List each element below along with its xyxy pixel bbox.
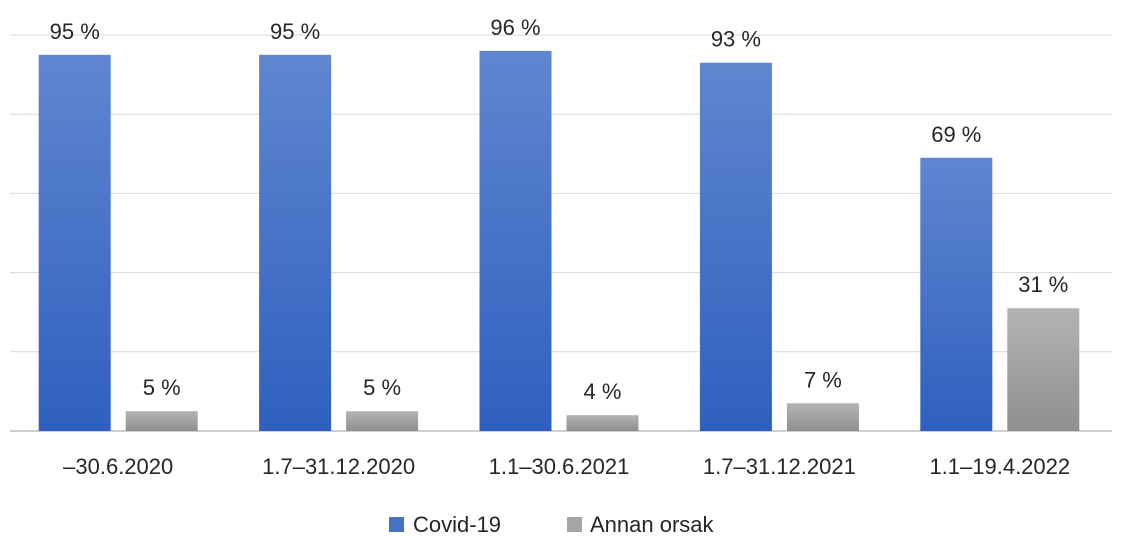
data-label: 7 % bbox=[804, 367, 842, 392]
data-label: 96 % bbox=[490, 15, 540, 40]
bar-annan-orsak-0 bbox=[125, 411, 198, 431]
x-tick-label: 1.1–19.4.2022 bbox=[929, 454, 1070, 479]
data-label: 5 % bbox=[143, 375, 181, 400]
legend-swatch-covid-19 bbox=[389, 517, 404, 532]
bar-covid-19-4 bbox=[920, 157, 993, 431]
bar-covid-19-1 bbox=[259, 54, 332, 432]
data-label: 95 % bbox=[50, 19, 100, 44]
bar-annan-orsak-2 bbox=[566, 415, 639, 431]
x-tick-label: 1.1–30.6.2021 bbox=[489, 454, 630, 479]
x-tick-label: –30.6.2020 bbox=[63, 454, 173, 479]
bars bbox=[38, 50, 1080, 432]
x-tick-labels: –30.6.2020 1.7–31.12.2020 1.1–30.6.2021 1.7… bbox=[63, 454, 1070, 479]
bar-annan-orsak-4 bbox=[1007, 308, 1080, 431]
legend-label: Covid-19 bbox=[413, 512, 501, 536]
bar-annan-orsak-1 bbox=[346, 411, 419, 431]
data-label: 31 % bbox=[1018, 272, 1068, 297]
data-label: 4 % bbox=[584, 379, 622, 404]
legend-label: Annan orsak bbox=[590, 512, 715, 536]
legend-swatch-annan-orsak bbox=[567, 517, 582, 532]
bar-covid-19-0 bbox=[38, 54, 111, 432]
x-tick-label: 1.7–31.12.2021 bbox=[703, 454, 856, 479]
data-labels: 95 % 5 % 95 % 5 % 96 % 4 % 93 % 7 % 69 % 31 % bbox=[50, 15, 1069, 404]
data-label: 95 % bbox=[270, 19, 320, 44]
data-label: 69 % bbox=[931, 122, 981, 147]
legend: Covid-19 Annan orsak bbox=[389, 512, 715, 536]
bar-annan-orsak-3 bbox=[786, 403, 859, 431]
bar-covid-19-3 bbox=[699, 62, 772, 431]
x-tick-label: 1.7–31.12.2020 bbox=[262, 454, 415, 479]
bar-covid-19-2 bbox=[479, 50, 552, 432]
data-label: 5 % bbox=[363, 375, 401, 400]
data-label: 93 % bbox=[711, 27, 761, 52]
